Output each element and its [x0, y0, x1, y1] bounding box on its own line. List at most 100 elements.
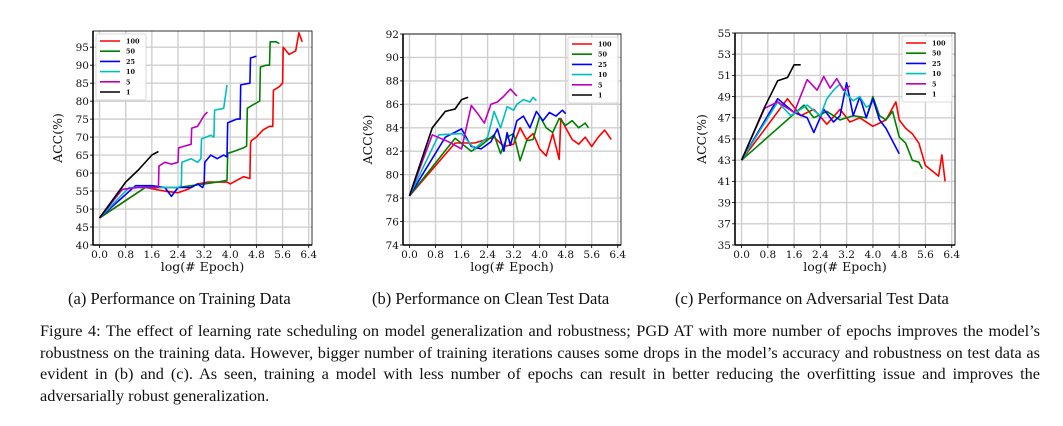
subcaption-c: (c) Performance on Adversarial Test Data: [675, 289, 949, 308]
y-tick-label: 45: [718, 134, 731, 146]
x-tick-label: 0.0: [91, 249, 108, 261]
x-tick-label: 3.2: [838, 249, 855, 261]
x-axis-label: log(# Epoch): [161, 259, 244, 274]
series-line-1: [98, 150, 159, 219]
chart-c: 0.0 0.8 1.6 2.4 3.2 4.0 4.8 5.6 6.4 35 37 39 41 43 45 4…: [694, 28, 960, 274]
legend-label: 1: [932, 91, 937, 99]
legend: 100 50 25 10 5 1: [567, 36, 619, 104]
y-tick-label: 50: [76, 204, 89, 216]
y-tick-label: 35: [718, 240, 731, 252]
y-tick-label: 92: [386, 29, 399, 41]
subcaption-a: (a) Performance on Training Data: [68, 289, 291, 308]
x-tick-label: 4.0: [865, 249, 882, 261]
legend-label: 25: [126, 58, 136, 66]
y-tick-label: 75: [76, 114, 89, 126]
x-tick-label: 6.4: [300, 249, 317, 261]
legend-label: 5: [932, 80, 937, 88]
x-tick-label: 5.6: [274, 249, 291, 261]
x-tick-label: 4.8: [891, 249, 908, 261]
legend-label: 10: [932, 70, 942, 78]
x-tick-label: 6.4: [943, 249, 960, 261]
legend-label: 100: [598, 41, 612, 49]
x-tick-label: 4.0: [222, 249, 239, 261]
legend-label: 5: [598, 81, 603, 89]
x-tick-label: 1.6: [453, 249, 470, 261]
y-tick-label: 40: [76, 240, 89, 252]
x-tick-label: 0.0: [733, 249, 750, 261]
series-line-25: [408, 109, 567, 197]
x-tick-label: 6.4: [609, 249, 626, 261]
y-tick-label: 55: [76, 186, 89, 198]
x-tick-label: 0.0: [401, 249, 418, 261]
y-tick-label: 55: [718, 28, 731, 40]
legend-label: 25: [932, 60, 942, 68]
y-tick-label: 88: [386, 76, 399, 88]
x-tick-label: 2.4: [170, 249, 187, 261]
legend-label: 50: [126, 48, 136, 56]
y-tick-label: 78: [386, 193, 399, 205]
figure-charts: 0.0 0.8 1.6 2.4 3.2 4.0 4.8 5.6 6.44045505560657…: [50, 28, 960, 274]
y-axis-label: ACC(%): [50, 113, 65, 164]
x-tick-label: 1.6: [786, 249, 803, 261]
y-tick-label: 86: [386, 99, 400, 111]
y-tick-label: 74: [386, 240, 400, 252]
y-tick-label: 65: [76, 150, 89, 162]
legend-label: 100: [126, 38, 140, 46]
y-tick-label: 82: [386, 146, 399, 158]
x-tick-label: 0.8: [759, 249, 776, 261]
series-line-5: [408, 88, 518, 197]
y-tick-label: 37: [718, 219, 731, 231]
y-tick-label: 84: [386, 123, 400, 135]
chart-a: 0.0 0.8 1.6 2.4 3.2 4.0 4.8 5.6 6.4 40 45 50 55 60 65 7…: [50, 30, 317, 274]
x-tick-label: 5.6: [583, 249, 600, 261]
x-tick-label: 2.4: [812, 249, 829, 261]
figure-caption: Figure 4: The effect of learning rate sc…: [40, 321, 1040, 405]
series-line-100: [408, 117, 612, 197]
series-line-50: [408, 115, 590, 197]
series-line-5: [98, 111, 208, 219]
x-axis-label: log(# Epoch): [470, 259, 553, 274]
x-tick-label: 4.8: [557, 249, 574, 261]
chart-b: 0.0 0.8 1.6 2.4 3.2 4.0 4.8 5.6 6.4 74 76 78 80 82 84 8…: [360, 29, 626, 274]
legend-label: 1: [598, 92, 603, 100]
series-line-1: [408, 96, 469, 197]
y-tick-label: 90: [386, 52, 399, 64]
series-line-25: [740, 82, 900, 161]
y-tick-label: 49: [718, 91, 731, 103]
figure: 0.0 0.8 1.6 2.4 3.2 4.0 4.8 5.6 6.4 40 45 50 55 60 65 7…: [50, 28, 960, 274]
x-tick-label: 1.6: [143, 249, 160, 261]
legend-label: 50: [598, 51, 608, 59]
legend-label: 1: [126, 89, 131, 97]
subcaption-b: (b) Performance on Clean Test Data: [372, 289, 610, 308]
x-tick-label: 4.8: [248, 249, 265, 261]
series-line-5: [740, 75, 851, 161]
legend-label: 10: [598, 71, 608, 79]
y-tick-label: 70: [76, 132, 89, 144]
y-tick-label: 45: [76, 222, 89, 234]
x-tick-label: 0.8: [117, 249, 134, 261]
legend-label: 50: [932, 50, 942, 58]
y-tick-label: 60: [76, 168, 89, 180]
legend: 100 50 25 10 5 1: [901, 35, 953, 103]
legend: 100 50 25 10 5 1: [95, 33, 147, 101]
y-tick-label: 80: [76, 96, 89, 108]
x-tick-label: 5.6: [917, 249, 934, 261]
legend-label: 25: [598, 61, 608, 69]
y-tick-label: 85: [76, 78, 89, 90]
series-line-25: [98, 55, 257, 219]
y-tick-label: 53: [718, 49, 731, 61]
y-tick-label: 51: [718, 70, 731, 82]
legend-label: 10: [126, 68, 136, 76]
y-tick-label: 90: [76, 60, 89, 72]
series-group: [408, 88, 612, 197]
y-axis-label: ACC(%): [694, 114, 709, 165]
x-axis-label: log(# Epoch): [803, 259, 886, 274]
x-tick-label: 2.4: [479, 249, 496, 261]
y-tick-label: 76: [386, 216, 400, 228]
y-axis-label: ACC(%): [360, 115, 375, 166]
x-tick-label: 4.0: [531, 249, 548, 261]
y-tick-label: 47: [718, 113, 731, 125]
y-tick-label: 80: [386, 169, 399, 181]
x-tick-label: 3.2: [505, 249, 522, 261]
series-line-1: [740, 64, 801, 161]
